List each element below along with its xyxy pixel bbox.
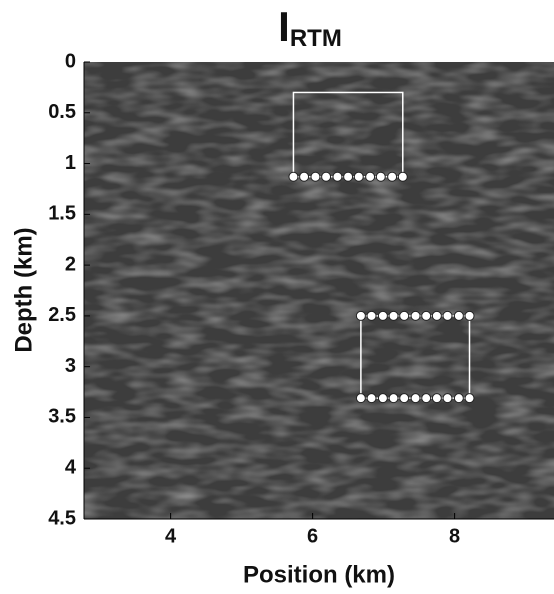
- receiver: [410, 393, 421, 404]
- receiver: [431, 310, 442, 321]
- x-tick-label: 6: [307, 525, 318, 547]
- receiver: [332, 171, 343, 182]
- y-tick-label: 2.5: [48, 304, 76, 326]
- chart-title: IRTM: [278, 3, 342, 52]
- receiver: [355, 310, 366, 321]
- receiver: [375, 171, 386, 182]
- receiver: [288, 171, 299, 182]
- receiver: [442, 393, 453, 404]
- title-subscript: RTM: [290, 25, 342, 52]
- x-axis-label: Position (km): [243, 561, 395, 588]
- receiver: [299, 171, 310, 182]
- receiver: [421, 393, 432, 404]
- y-tick-label: 0.5: [48, 101, 76, 123]
- y-tick-label: 1: [65, 152, 76, 174]
- title-main: I: [278, 3, 290, 50]
- x-tick-label: 8: [449, 525, 460, 547]
- receiver: [365, 171, 376, 182]
- receiver: [464, 393, 475, 404]
- receiver: [377, 310, 388, 321]
- receiver: [321, 171, 332, 182]
- receiver: [377, 393, 388, 404]
- y-tick-label: 1.5: [48, 203, 76, 225]
- y-tick-label: 3.5: [48, 406, 76, 428]
- receiver: [388, 310, 399, 321]
- receiver: [388, 393, 399, 404]
- receiver: [387, 171, 398, 182]
- receiver: [399, 310, 410, 321]
- receiver: [410, 310, 421, 321]
- y-tick-label: 2: [65, 253, 76, 275]
- receiver: [366, 310, 377, 321]
- receiver: [399, 393, 410, 404]
- receiver: [442, 310, 453, 321]
- receiver: [310, 171, 321, 182]
- receiver: [397, 171, 408, 182]
- image-texture: [84, 62, 554, 519]
- receiver: [453, 393, 464, 404]
- receiver: [366, 393, 377, 404]
- y-tick-label: 3: [65, 355, 76, 377]
- receiver: [453, 310, 464, 321]
- receiver: [464, 310, 475, 321]
- y-tick-label: 4: [65, 457, 77, 479]
- receiver: [353, 171, 364, 182]
- x-tick-label: 4: [165, 525, 177, 547]
- y-tick-label: 4.5: [48, 507, 76, 529]
- receiver: [431, 393, 442, 404]
- plot-layer: 0 0.5 1 1.5 2 2.5 3 3.5 4 4.5 4 6 8: [48, 50, 554, 547]
- receiver: [343, 171, 354, 182]
- y-axis-label: Depth (km): [10, 227, 37, 352]
- y-tick-label: 0: [65, 50, 76, 72]
- receiver: [421, 310, 432, 321]
- receiver: [355, 393, 366, 404]
